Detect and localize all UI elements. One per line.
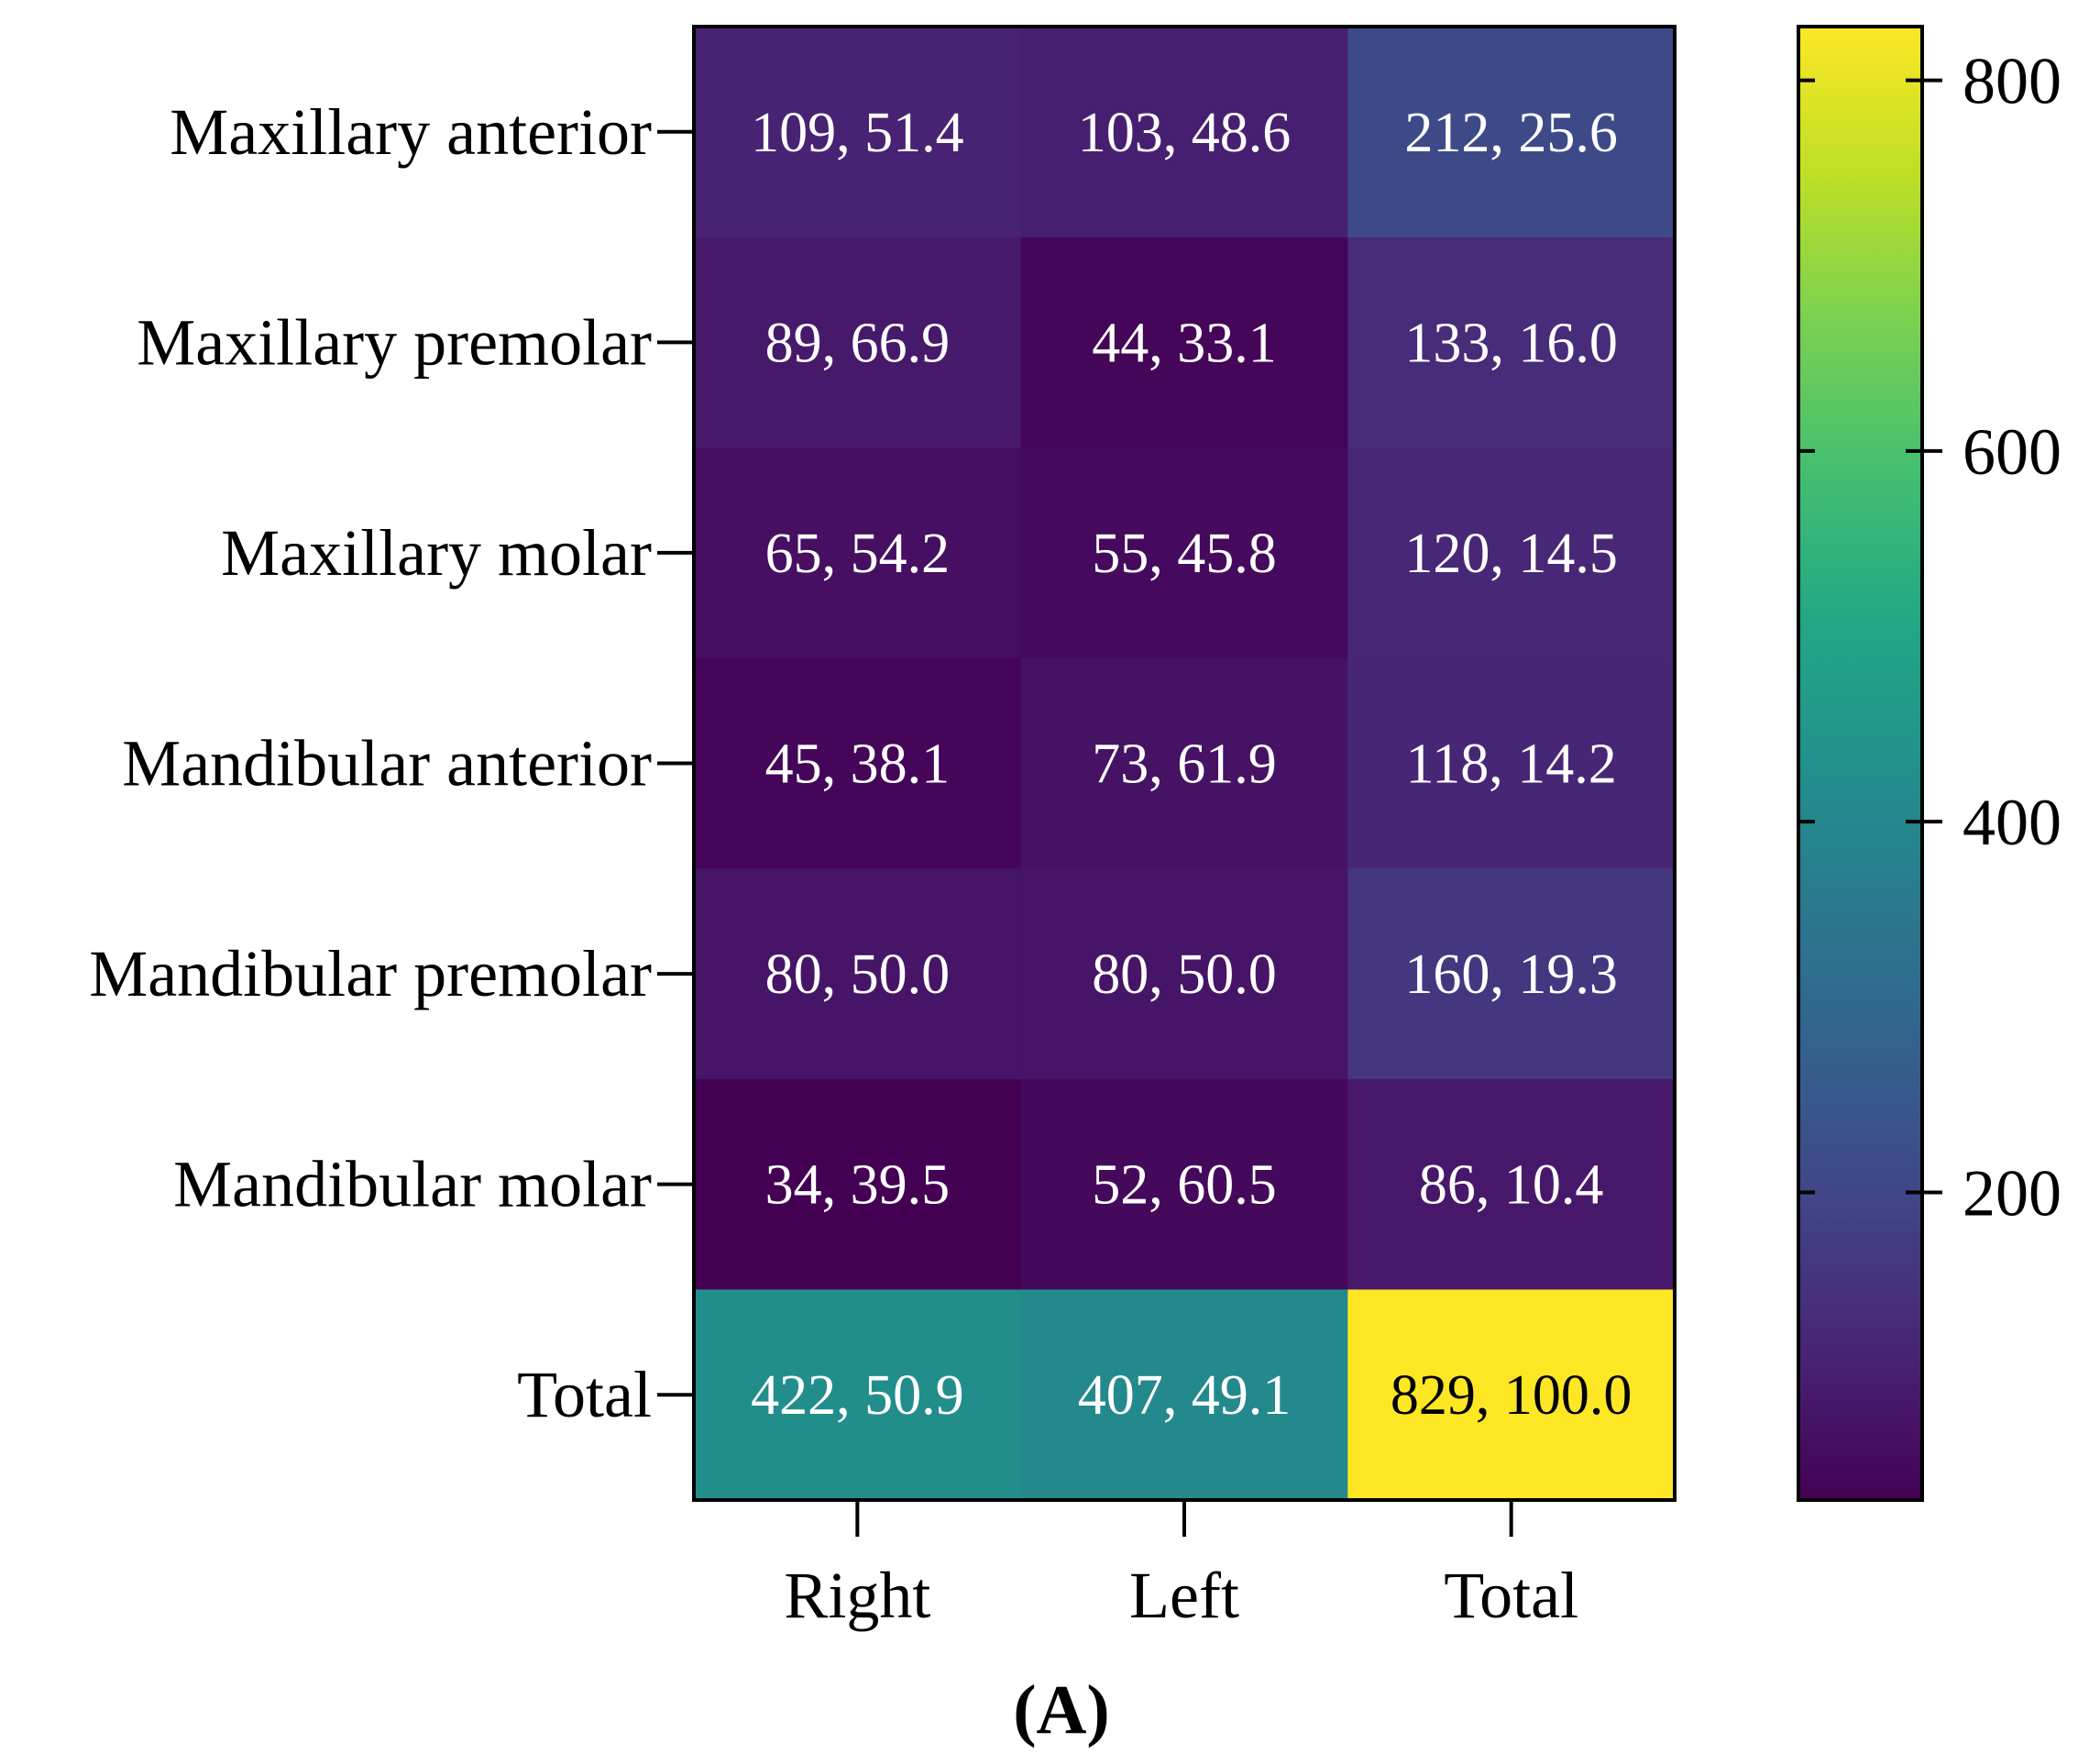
y-tick-label: Total — [517, 1358, 652, 1431]
heatmap-cell — [694, 868, 1022, 1080]
cell-value-label: 52, 60.5 — [1092, 1154, 1277, 1217]
cell-value-label: 160, 19.3 — [1404, 943, 1618, 1006]
colorbar: 200 400 600 800 — [1797, 25, 2062, 1502]
heatmap-cell — [1347, 1289, 1676, 1501]
cell-value-label: 422, 50.9 — [751, 1364, 964, 1427]
heatmap-cell — [1347, 447, 1676, 659]
heatmap-cell — [1020, 27, 1348, 238]
heatmap-cell — [1347, 1078, 1676, 1290]
y-tick-label: Maxillary premolar — [137, 305, 652, 379]
y-axis: Maxillary anterior Maxillary premolar Maxi… — [89, 95, 694, 1431]
colorbar-gradient — [1797, 25, 1924, 1502]
heatmap-cells — [694, 27, 1676, 1501]
x-axis: Right Left Total — [784, 1500, 1578, 1632]
cell-value-label: 73, 61.9 — [1092, 734, 1277, 796]
heatmap-cell — [694, 237, 1022, 448]
cell-value-label: 80, 50.0 — [765, 943, 951, 1006]
cell-value-label: 118, 14.2 — [1406, 734, 1617, 796]
heatmap-cell — [1020, 1078, 1348, 1290]
x-tick-label: Right — [784, 1559, 930, 1632]
heatmap-cell — [694, 27, 1022, 238]
heatmap-cell — [1347, 657, 1676, 869]
cell-value-label: 103, 48.6 — [1078, 102, 1292, 164]
cell-value-label: 45, 38.1 — [765, 734, 951, 796]
colorbar-tick-label: 200 — [1963, 1156, 2062, 1230]
cell-value-label: 120, 14.5 — [1404, 523, 1618, 585]
heatmap-cell — [694, 1289, 1022, 1501]
cell-value-label: 407, 49.1 — [1078, 1364, 1292, 1427]
cell-value-label: 829, 100.0 — [1391, 1364, 1633, 1427]
y-tick-label: Maxillary anterior — [170, 95, 652, 169]
heatmap-cell-labels: 109, 51.4 103, 48.6 212, 25.6 89, 66.9 44, 3… — [751, 102, 1632, 1427]
heatmap-cell — [1347, 27, 1676, 238]
cell-value-label: 34, 39.5 — [765, 1154, 951, 1217]
colorbar-tick-label: 600 — [1963, 415, 2062, 489]
colorbar-tick-label: 400 — [1963, 786, 2062, 859]
colorbar-tick-label: 800 — [1963, 45, 2062, 118]
cell-value-label: 89, 66.9 — [765, 312, 951, 374]
heatmap-cell — [1020, 447, 1348, 659]
cell-value-label: 80, 50.0 — [1092, 943, 1277, 1006]
y-tick-label: Maxillary molar — [221, 516, 652, 590]
heatmap-cell — [1020, 237, 1348, 448]
panel-label: (A) — [1013, 1671, 1110, 1748]
heatmap-cell — [1347, 237, 1676, 448]
heatmap-cell — [1347, 868, 1676, 1080]
y-tick-label: Mandibular molar — [173, 1148, 652, 1221]
heatmap-cell — [694, 447, 1022, 659]
heatmap-cell — [694, 1078, 1022, 1290]
cell-value-label: 86, 10.4 — [1419, 1154, 1604, 1217]
y-tick-label: Mandibular premolar — [89, 937, 652, 1010]
cell-value-label: 44, 33.1 — [1092, 312, 1277, 374]
heatmap-cell — [694, 657, 1022, 869]
heatmap-cell — [1020, 1289, 1348, 1501]
cell-value-label: 55, 45.8 — [1092, 523, 1277, 585]
y-tick-label: Mandibular anterior — [122, 727, 652, 800]
x-tick-label: Left — [1129, 1559, 1239, 1632]
x-tick-label: Total — [1444, 1559, 1578, 1632]
cell-value-label: 133, 16.0 — [1404, 312, 1618, 374]
heatmap-cell — [1020, 868, 1348, 1080]
cell-value-label: 109, 51.4 — [751, 102, 964, 164]
heatmap-cell — [1020, 657, 1348, 869]
cell-value-label: 212, 25.6 — [1404, 102, 1618, 164]
cell-value-label: 65, 54.2 — [765, 523, 951, 585]
